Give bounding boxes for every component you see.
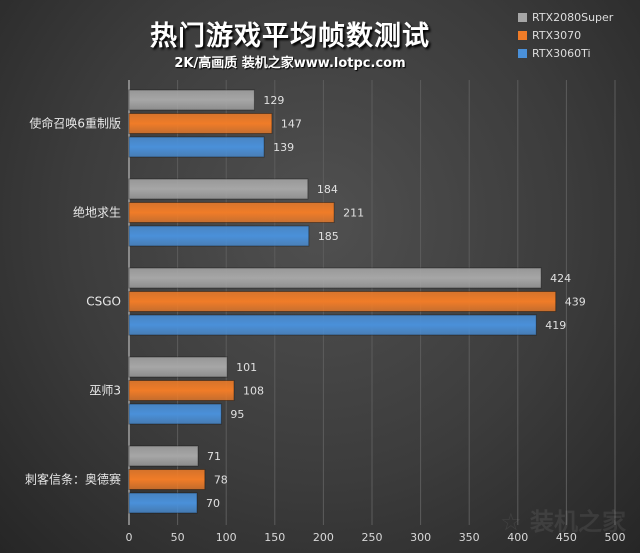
data-label: 70 xyxy=(206,497,220,510)
bar xyxy=(128,202,335,223)
data-label: 184 xyxy=(317,183,338,196)
category-label: 使命召唤6重制版 xyxy=(29,116,121,131)
bar xyxy=(128,267,542,289)
bar xyxy=(128,89,255,111)
legend-label: RTX3070 xyxy=(532,28,582,42)
bar xyxy=(128,291,557,312)
data-label: 211 xyxy=(343,207,364,220)
data-label: 419 xyxy=(545,319,566,332)
bar xyxy=(128,178,309,200)
legend-label: RTX2080Super xyxy=(532,10,614,24)
bar xyxy=(128,314,537,336)
data-label: 185 xyxy=(318,230,339,243)
data-label: 71 xyxy=(207,450,221,463)
category-label: 刺客信条：奥德赛 xyxy=(25,472,121,487)
data-label: 78 xyxy=(214,474,228,487)
x-tick-label: 100 xyxy=(216,531,237,544)
category-label: 绝地求生 xyxy=(73,205,121,220)
bar xyxy=(128,136,265,158)
legend-swatch xyxy=(518,48,527,58)
category-label: 巫师3 xyxy=(89,384,121,398)
x-tick-label: 450 xyxy=(556,531,577,544)
data-label: 139 xyxy=(273,141,294,154)
x-tick-label: 50 xyxy=(171,531,185,544)
x-tick-label: 400 xyxy=(507,531,528,544)
data-label: 101 xyxy=(236,361,257,374)
x-tick-label: 150 xyxy=(264,531,285,544)
data-label: 439 xyxy=(565,296,586,309)
x-tick-label: 250 xyxy=(362,531,383,544)
legend-label: RTX3060Ti xyxy=(532,46,591,60)
watermark: ☆ 装机之家 xyxy=(500,508,626,536)
bar xyxy=(128,380,235,401)
bar xyxy=(128,225,310,247)
data-label: 129 xyxy=(263,94,284,107)
legend-item: RTX3060Ti xyxy=(518,44,613,62)
x-tick-label: 0 xyxy=(126,531,133,544)
bar xyxy=(128,469,206,490)
bar xyxy=(128,356,228,378)
bar xyxy=(128,403,222,425)
data-label: 147 xyxy=(281,118,302,131)
x-tick-label: 300 xyxy=(410,531,431,544)
x-tick-label: 200 xyxy=(313,531,334,544)
legend-item: RTX3070 xyxy=(518,26,613,44)
category-label: CSGO xyxy=(86,295,121,309)
chart-title: 热门游戏平均帧数测试 xyxy=(150,21,430,52)
bar xyxy=(128,492,198,514)
bar xyxy=(128,445,199,467)
x-tick-label: 500 xyxy=(605,531,626,544)
legend-swatch xyxy=(518,12,527,22)
bar xyxy=(128,113,273,134)
data-label: 108 xyxy=(243,385,264,398)
chart-subtitle: 2K/高画质 装机之家www.lotpc.com xyxy=(174,56,406,71)
legend-item: RTX2080Super xyxy=(518,8,613,26)
data-label: 95 xyxy=(230,408,244,421)
data-label: 424 xyxy=(550,272,571,285)
legend: RTX2080Super RTX3070 RTX3060Ti xyxy=(518,8,613,62)
x-tick-label: 350 xyxy=(459,531,480,544)
legend-swatch xyxy=(518,30,527,40)
